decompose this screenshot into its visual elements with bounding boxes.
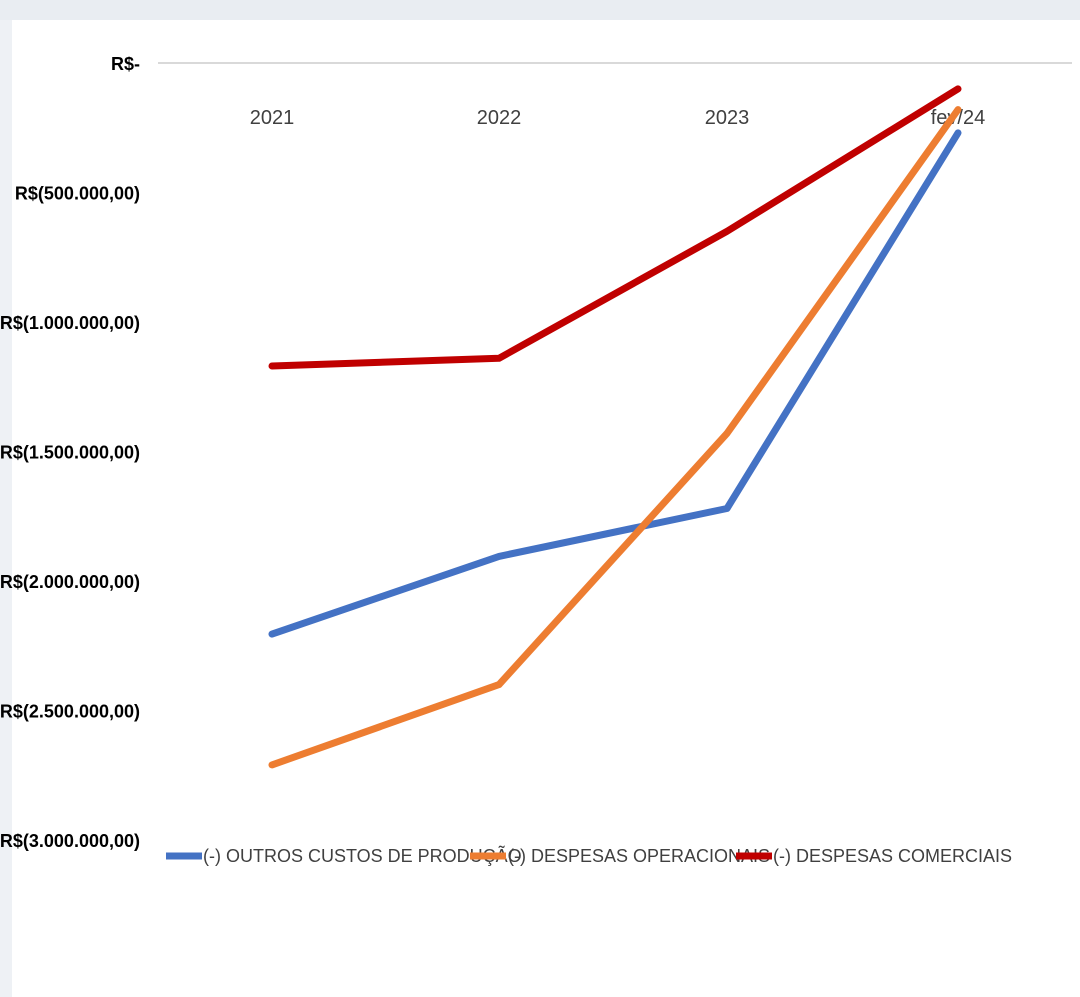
y-tick-label: R$(3.000.000,00) <box>0 831 140 851</box>
legend-label: (-) DESPESAS COMERCIAIS <box>773 846 1012 866</box>
y-tick-label: R$(1.000.000,00) <box>0 313 140 333</box>
y-tick-label: R$(1.500.000,00) <box>0 443 140 463</box>
y-tick-label: R$(2.000.000,00) <box>0 572 140 592</box>
series-line-3 <box>268 85 962 370</box>
legend-label: (-) OUTROS CUSTOS DE PRODUÇÃO <box>203 845 522 866</box>
legend-item: (-) DESPESAS COMERCIAIS <box>736 846 1012 866</box>
series-line-1 <box>268 129 962 638</box>
legend-item: (-) DESPESAS OPERACIONAIS <box>470 846 770 866</box>
x-tick-label: 2023 <box>705 107 750 129</box>
series-lines <box>268 85 962 769</box>
x-axis-tick-labels: 2021 2022 2023 fev/24 <box>250 107 985 129</box>
y-tick-label: R$(2.500.000,00) <box>0 702 140 722</box>
x-tick-label: 2022 <box>477 107 522 129</box>
y-axis-tick-labels: R$- R$(500.000,00) R$(1.000.000,00) R$(1.50… <box>0 54 140 851</box>
series-line-2 <box>268 106 962 769</box>
legend-item: (-) OUTROS CUSTOS DE PRODUÇÃO <box>166 845 522 866</box>
x-tick-label: 2021 <box>250 107 295 129</box>
legend: (-) OUTROS CUSTOS DE PRODUÇÃO(-) DESPESA… <box>166 845 1012 866</box>
y-tick-label: R$- <box>111 54 140 74</box>
legend-label: (-) DESPESAS OPERACIONAIS <box>508 846 770 866</box>
y-tick-label: R$(500.000,00) <box>15 184 140 204</box>
window-top-strip <box>0 0 1080 20</box>
